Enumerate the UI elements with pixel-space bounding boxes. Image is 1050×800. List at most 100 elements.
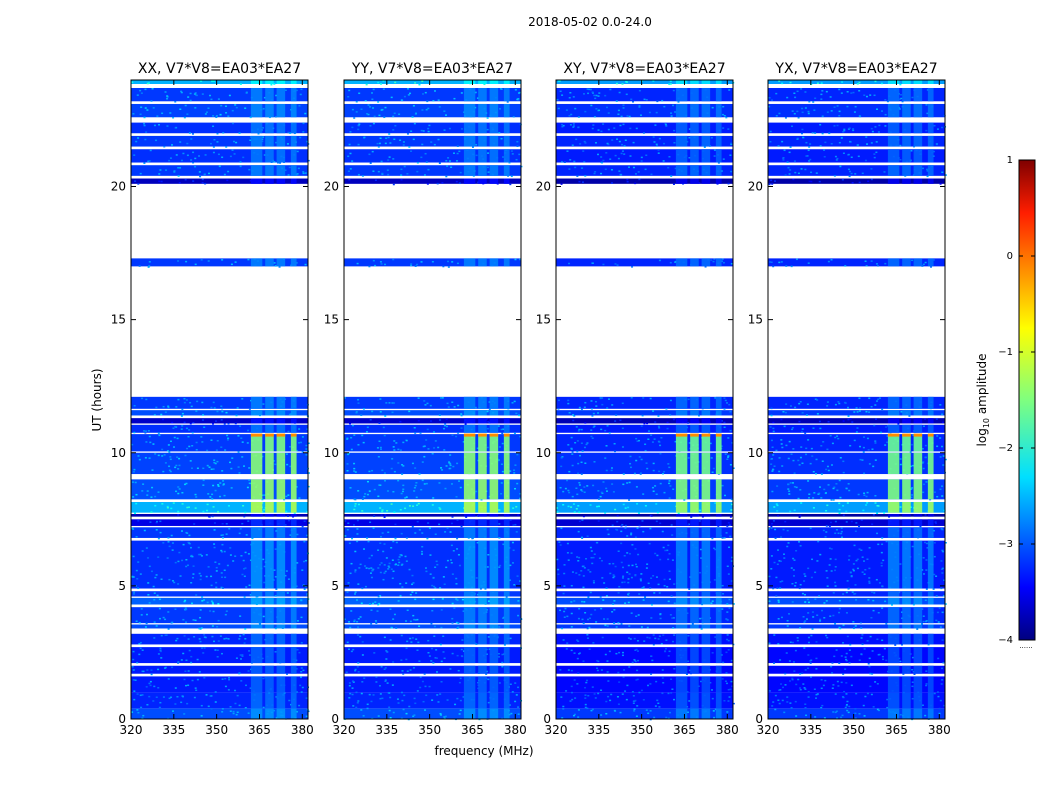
- noise-pixel: [184, 104, 187, 107]
- noise-pixel: [825, 492, 828, 494]
- noise-pixel: [863, 715, 866, 717]
- noise-pixel: [629, 155, 632, 157]
- noise-pixel: [138, 622, 141, 624]
- noise-pixel: [788, 660, 791, 662]
- noise-pixel: [405, 537, 408, 539]
- rfi-band: [690, 692, 699, 709]
- data-block: [344, 479, 521, 500]
- noise-pixel: [791, 641, 794, 644]
- noise-pixel: [214, 561, 217, 563]
- noise-pixel: [247, 520, 250, 522]
- rfi-band: [715, 708, 722, 719]
- noise-pixel: [725, 116, 728, 119]
- noise-pixel: [392, 661, 395, 663]
- noise-pixel: [862, 509, 865, 512]
- noise-pixel: [834, 566, 837, 568]
- noise-pixel: [400, 554, 403, 557]
- noise-pixel: [213, 139, 216, 141]
- noise-pixel: [567, 669, 570, 671]
- noise-pixel: [941, 572, 944, 574]
- noise-pixel: [410, 150, 413, 152]
- noise-pixel: [597, 520, 600, 522]
- rfi-band: [265, 122, 274, 134]
- noise-pixel: [609, 88, 612, 91]
- noise-pixel: [305, 448, 308, 450]
- noise-pixel: [211, 625, 214, 627]
- noise-pixel: [800, 446, 803, 448]
- noise-pixel: [701, 516, 704, 518]
- noise-pixel: [288, 699, 291, 702]
- noise-pixel: [344, 397, 347, 399]
- noise-pixel: [375, 681, 378, 683]
- noise-pixel: [144, 107, 147, 109]
- noise-pixel: [415, 592, 418, 594]
- noise-pixel: [417, 419, 420, 422]
- noise-pixel: [811, 558, 814, 561]
- noise-pixel: [449, 462, 452, 465]
- noise-pixel: [221, 708, 224, 710]
- noise-pixel: [249, 594, 252, 596]
- noise-pixel: [577, 116, 580, 118]
- noise-pixel: [241, 654, 244, 656]
- noise-pixel: [365, 83, 368, 86]
- rfi-band: [927, 135, 934, 147]
- noise-pixel: [511, 541, 514, 544]
- noise-pixel: [511, 562, 514, 564]
- noise-pixel: [816, 413, 819, 415]
- noise-pixel: [652, 634, 655, 636]
- noise-pixel: [869, 685, 872, 688]
- noise-pixel: [834, 532, 837, 535]
- noise-pixel: [781, 465, 784, 467]
- noise-pixel: [626, 178, 629, 181]
- noise-pixel: [784, 411, 787, 414]
- noise-pixel: [834, 711, 837, 714]
- rfi-band: [503, 708, 510, 719]
- noise-pixel: [242, 505, 245, 507]
- noise-pixel: [171, 666, 174, 669]
- data-block: [556, 410, 733, 416]
- noise-pixel: [666, 421, 669, 424]
- noise-pixel: [300, 667, 303, 669]
- noise-pixel: [433, 90, 436, 92]
- noise-pixel: [372, 170, 375, 172]
- noise-pixel: [600, 607, 603, 610]
- noise-pixel: [933, 555, 936, 558]
- noise-pixel: [610, 169, 613, 171]
- noise-pixel: [636, 503, 639, 505]
- noise-pixel: [373, 488, 376, 491]
- rfi-band: [690, 122, 699, 134]
- noise-pixel: [638, 439, 641, 442]
- noise-pixel: [635, 566, 638, 568]
- noise-pixel: [401, 490, 404, 493]
- noise-pixel: [819, 620, 822, 622]
- noise-pixel: [356, 533, 359, 535]
- noise-pixel: [591, 562, 594, 565]
- noise-pixel: [189, 401, 192, 404]
- noise-pixel: [357, 124, 360, 127]
- noise-pixel: [572, 126, 575, 128]
- noise-pixel: [571, 495, 574, 498]
- rfi-band: [276, 708, 286, 719]
- noise-pixel: [653, 716, 656, 719]
- noise-pixel: [787, 457, 790, 460]
- noise-pixel: [640, 573, 643, 575]
- noise-pixel: [477, 681, 480, 684]
- noise-pixel: [498, 446, 501, 448]
- noise-pixel: [142, 714, 145, 717]
- noise-pixel: [284, 169, 287, 171]
- noise-pixel: [635, 679, 638, 681]
- noise-pixel: [726, 603, 729, 605]
- data-block: [344, 434, 521, 452]
- noise-pixel: [655, 520, 658, 523]
- noise-pixel: [861, 571, 864, 573]
- rfi-band: [478, 519, 487, 526]
- noise-pixel: [559, 90, 562, 93]
- noise-pixel: [634, 536, 637, 539]
- noise-pixel: [838, 402, 841, 405]
- x-tick-label: 335: [587, 723, 610, 737]
- noise-pixel: [352, 524, 355, 526]
- noise-pixel: [634, 660, 637, 663]
- noise-pixel: [274, 595, 277, 597]
- noise-pixel: [570, 584, 573, 587]
- noise-pixel: [840, 655, 843, 657]
